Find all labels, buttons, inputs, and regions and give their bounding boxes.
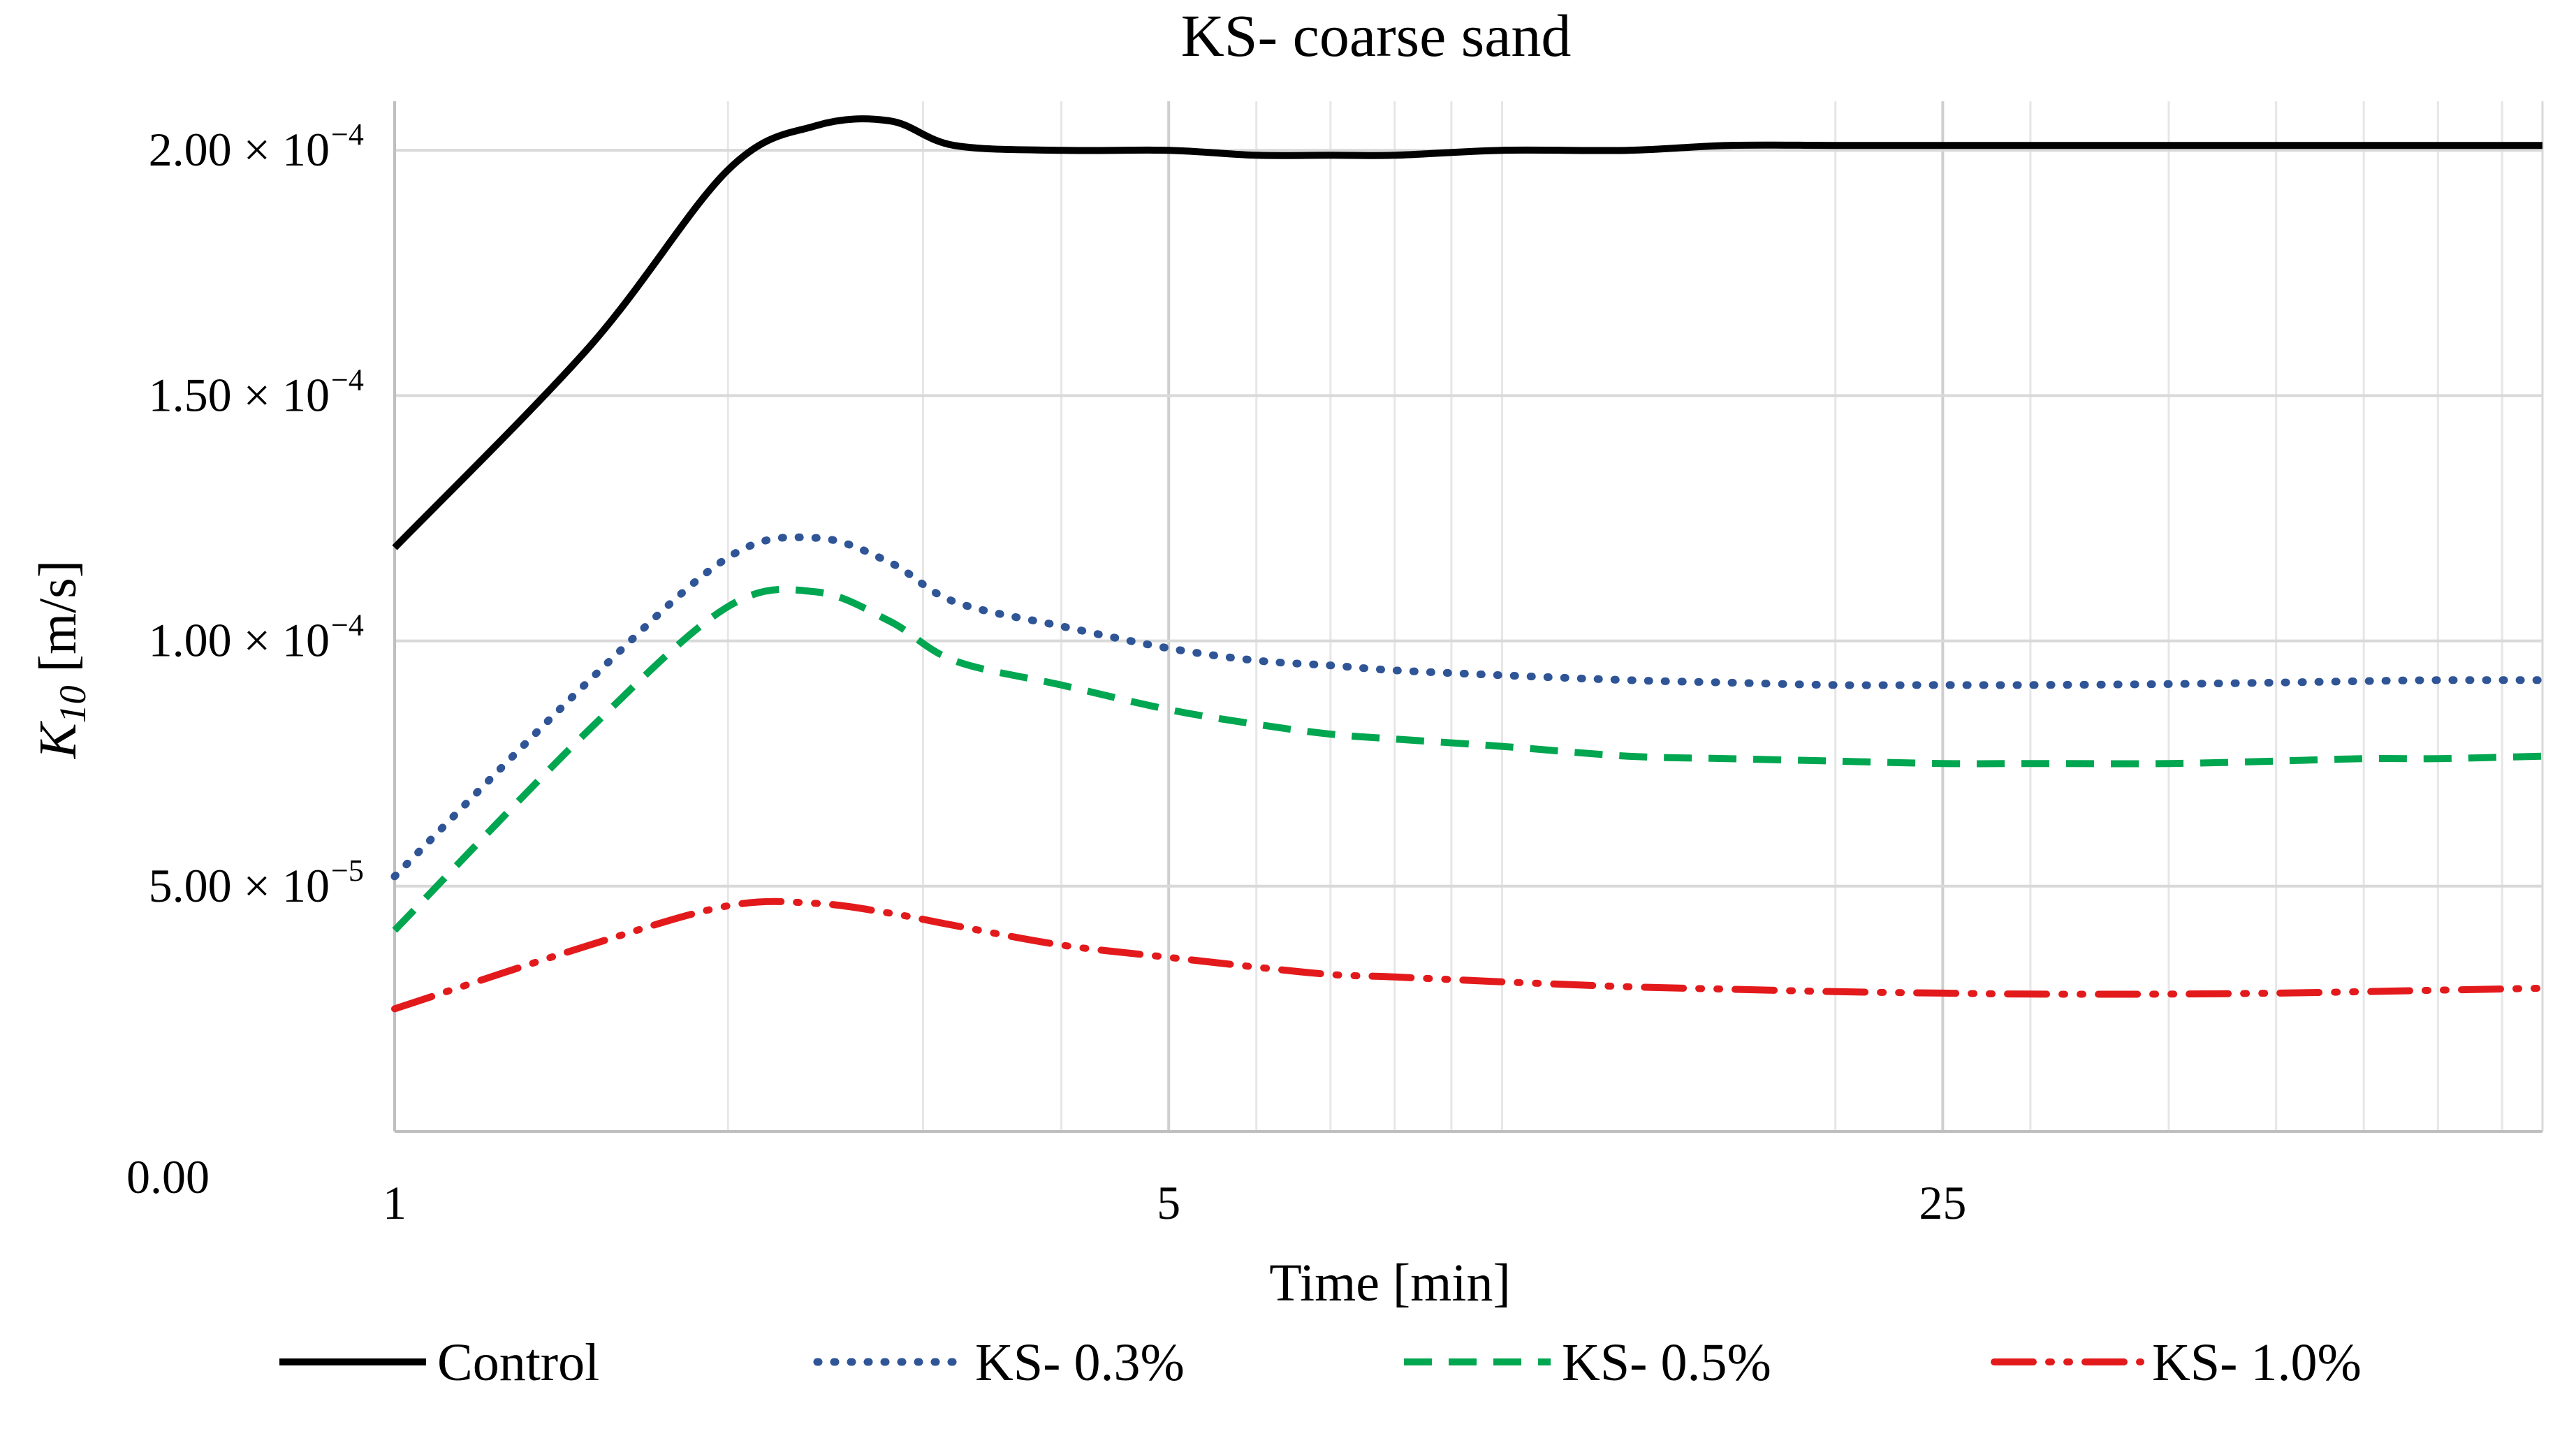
legend-label-control: Control: [437, 1333, 599, 1392]
series-line-ks-0-5: [392, 585, 2543, 933]
y-tick-label-1: 5.00 × 10: [149, 859, 330, 912]
x-axis-label: Time [min]: [1269, 1254, 1511, 1312]
y-tick-label-2: 1.00 × 10: [149, 614, 330, 667]
plot-area: [390, 115, 2547, 1013]
axes: [393, 101, 2542, 1133]
legend-label-ks-1-0: KS- 1.0%: [2152, 1333, 2362, 1392]
grid: [393, 101, 2544, 1131]
y-tick-exponent-4: −4: [331, 117, 364, 152]
chart-title: KS- coarse sand: [1181, 2, 1572, 69]
x-tick-label-0: 1: [383, 1176, 407, 1229]
y-tick-label-0: 0.00: [126, 1150, 210, 1203]
y-tick-label-3: 1.50 × 10: [149, 368, 330, 421]
y-axis-label: K10 [m/s]: [29, 560, 94, 759]
y-axis-label-subscript: 10: [52, 685, 94, 723]
x-tick-label-1: 5: [1157, 1176, 1180, 1229]
series-line-ks-1-0: [391, 897, 2546, 1013]
legend-label-ks-0-5: KS- 0.5%: [1562, 1333, 1771, 1392]
y-tick-exponent-1: −5: [331, 853, 364, 888]
legend: Control KS- 0.3% KS- 0.5% KS- 1.0%: [279, 1333, 2362, 1392]
y-axis-label-main: K: [29, 721, 87, 759]
series-line-ks-0-3: [390, 533, 2547, 881]
series-line-control: [392, 115, 2542, 550]
legend-label-ks-0-3: KS- 0.3%: [975, 1333, 1185, 1392]
tick-labels: 1 5 250.005.00 × 10 −51.00 × 10 −41.50 × 10−…: [126, 117, 1966, 1229]
y-tick-exponent-3: −4: [331, 362, 364, 397]
x-tick-label-2: 25: [1919, 1176, 1966, 1229]
y-tick-exponent-2: −4: [331, 608, 364, 643]
y-axis-label-units: [m/s]: [29, 560, 87, 685]
y-tick-label-4: 2.00 × 10: [149, 123, 330, 176]
